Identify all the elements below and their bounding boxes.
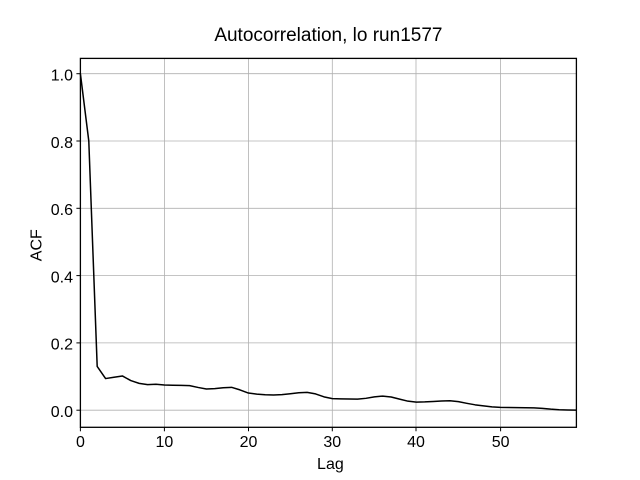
svg-text:0.4: 0.4	[51, 269, 73, 286]
svg-text:0: 0	[76, 434, 85, 451]
svg-text:0.6: 0.6	[51, 202, 73, 219]
svg-text:40: 40	[407, 434, 425, 451]
svg-text:30: 30	[323, 434, 341, 451]
svg-text:Lag: Lag	[317, 456, 344, 473]
svg-text:Autocorrelation, lo run1577: Autocorrelation, lo run1577	[214, 25, 442, 46]
svg-text:ACF: ACF	[29, 229, 46, 261]
svg-text:0.2: 0.2	[51, 337, 73, 354]
svg-text:0.8: 0.8	[51, 135, 73, 152]
svg-text:50: 50	[492, 434, 510, 451]
svg-text:10: 10	[156, 434, 174, 451]
svg-text:1.0: 1.0	[51, 68, 73, 85]
svg-text:0.0: 0.0	[51, 404, 73, 421]
svg-text:20: 20	[240, 434, 258, 451]
